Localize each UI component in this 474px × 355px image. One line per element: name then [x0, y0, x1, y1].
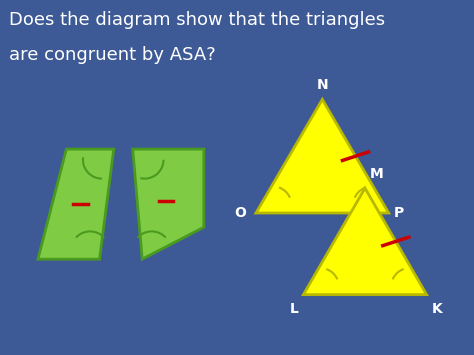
Text: P: P — [393, 206, 404, 220]
Text: Does the diagram show that the triangles: Does the diagram show that the triangles — [9, 11, 385, 29]
Text: K: K — [431, 302, 442, 316]
Text: O: O — [235, 206, 246, 220]
Text: N: N — [317, 78, 328, 92]
Text: L: L — [290, 302, 299, 316]
Text: are congruent by ASA?: are congruent by ASA? — [9, 46, 215, 64]
Polygon shape — [303, 188, 427, 295]
Text: M: M — [370, 167, 383, 181]
Polygon shape — [133, 149, 204, 259]
Polygon shape — [256, 99, 389, 213]
Polygon shape — [38, 149, 114, 259]
